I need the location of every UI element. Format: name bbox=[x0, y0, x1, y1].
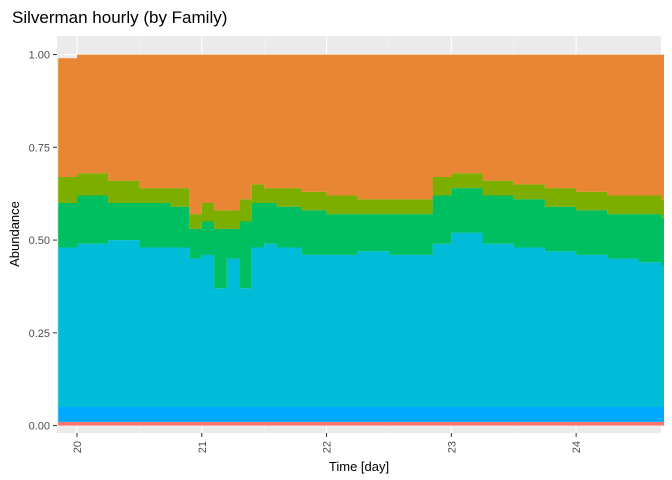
x-tick-label: 21 bbox=[197, 441, 209, 453]
series-area-1 bbox=[58, 421, 664, 426]
series-area-2 bbox=[58, 407, 664, 422]
y-tick-label: 0.50 bbox=[29, 235, 50, 247]
y-tick-label: 0.75 bbox=[29, 142, 50, 154]
y-tick-label: 1.00 bbox=[29, 50, 50, 62]
y-tick-label: 0.25 bbox=[29, 328, 50, 340]
chart-title: Silverman hourly (by Family) bbox=[12, 8, 227, 27]
x-tick-label: 22 bbox=[322, 441, 334, 453]
y-axis-title: Abundance bbox=[7, 201, 22, 267]
x-tick-label: 23 bbox=[446, 441, 458, 453]
series-area-3 bbox=[58, 232, 664, 407]
x-tick-label: 20 bbox=[72, 441, 84, 453]
series-area-4 bbox=[58, 188, 664, 289]
series-area-6 bbox=[58, 54, 664, 215]
x-tick-label: 24 bbox=[571, 441, 583, 453]
axes: 0.00 0.25 0.50 0.75 1.00 20 21 22 23 24 bbox=[29, 50, 584, 454]
x-axis-title: Time [day] bbox=[329, 459, 389, 474]
stacked-areas bbox=[58, 54, 664, 426]
series-area-5 bbox=[58, 173, 664, 229]
y-tick-label: 0.00 bbox=[29, 421, 50, 433]
